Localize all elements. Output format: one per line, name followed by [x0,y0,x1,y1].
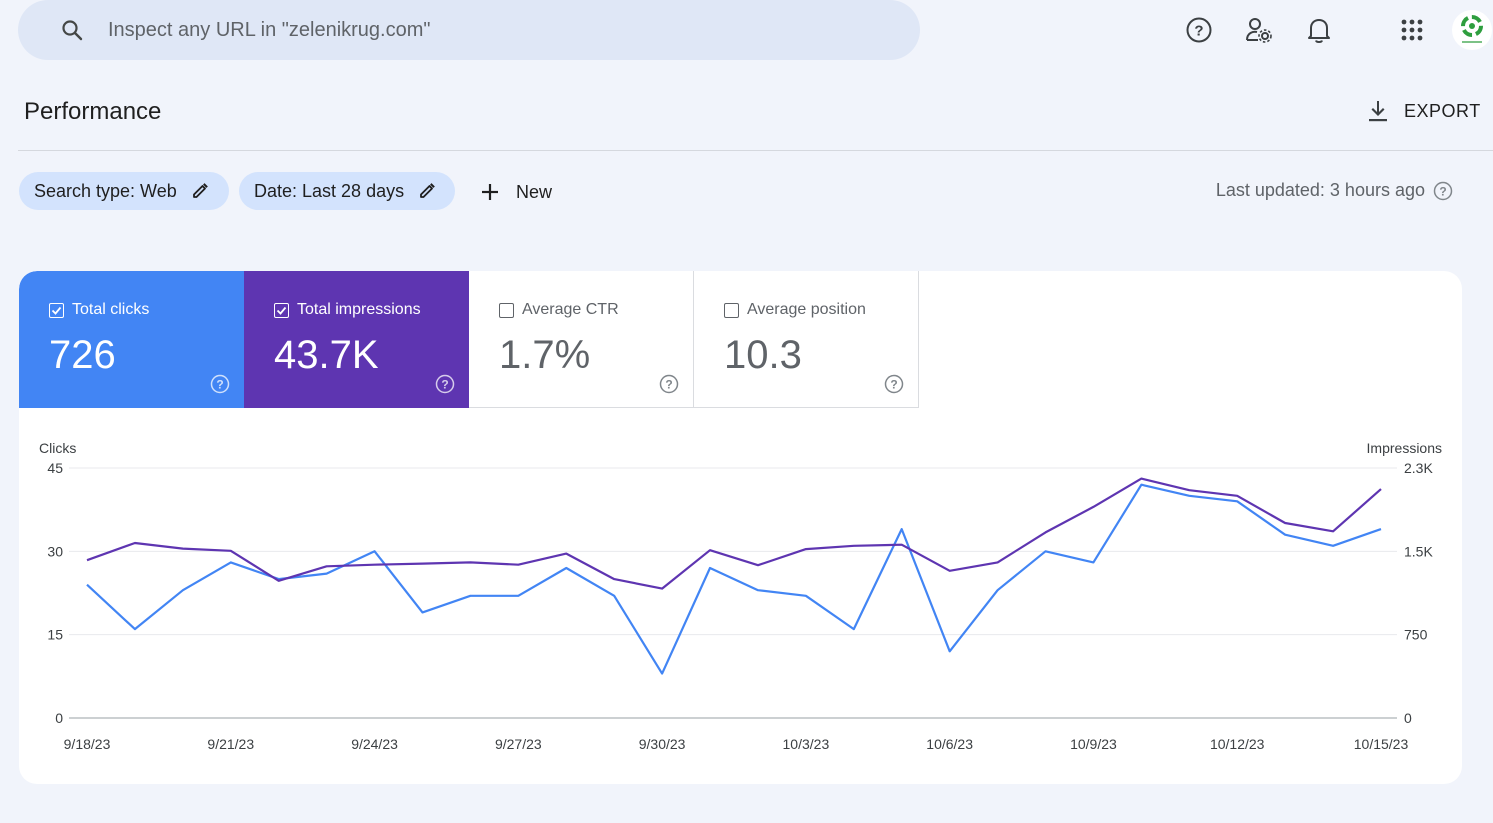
last-updated-text: Last updated: 3 hours ago [1215,180,1425,200]
metric-total-impressions[interactable]: Total impressions 43.7K ? [244,271,469,408]
search-icon [62,20,83,41]
left-tick-label: 30 [47,543,63,559]
metric-total-clicks[interactable]: Total clicks 726 ? [19,271,244,408]
right-tick-label: 1.5K [1404,543,1433,559]
header-divider [18,150,1493,151]
svg-text:?: ? [890,378,897,392]
left-axis-ticks: 0 15 30 45 [47,460,63,726]
metric-label: Average position [747,301,866,318]
apps-grid-icon[interactable] [1396,14,1428,46]
checkbox-checked-icon[interactable] [49,302,64,318]
metric-label: Total clicks [72,301,150,318]
x-tick-label: 10/15/23 [1354,736,1409,752]
left-tick-label: 0 [55,710,63,726]
x-tick-label: 9/21/23 [207,736,254,752]
help-icon[interactable]: ? [1183,14,1215,46]
date-filter-chip[interactable]: Date: Last 28 days [239,172,455,210]
page-title: Performance [24,98,162,125]
x-tick-label: 10/6/23 [926,736,973,752]
edit-pencil-icon [192,183,208,198]
left-axis-title: Clicks [39,440,76,456]
left-tick-label: 45 [47,460,63,476]
right-axis-ticks: 0 750 1.5K 2.3K [1404,460,1433,726]
metric-value: 726 [49,333,116,377]
help-icon[interactable]: ? [659,374,679,394]
plus-icon [482,184,498,200]
right-tick-label: 750 [1404,627,1428,643]
metric-label: Average CTR [522,301,619,318]
search-type-label: Search type: Web [34,180,177,201]
checkbox-checked-icon[interactable] [274,302,289,318]
x-tick-label: 9/30/23 [639,736,686,752]
export-label: EXPORT [1404,100,1481,121]
clicks-series-line [86,483,1382,675]
svg-text:?: ? [665,378,672,392]
metric-average-position[interactable]: Average position 10.3 ? [694,271,919,408]
new-filter-label: New [516,181,553,202]
download-icon [1369,101,1387,122]
metric-value: 10.3 [724,333,802,377]
new-filter-button[interactable]: New [480,174,552,210]
help-icon[interactable]: ? [1433,181,1453,201]
x-tick-label: 9/27/23 [495,736,542,752]
chart-grid [69,467,1397,719]
right-tick-label: 0 [1404,710,1412,726]
x-axis-ticks: 9/18/23 9/21/23 9/24/23 9/27/23 9/30/23 10/3/… [64,736,1409,752]
x-tick-label: 9/24/23 [351,736,398,752]
metric-value: 43.7K [274,333,379,377]
svg-text:?: ? [216,378,223,392]
site-avatar[interactable] [1452,10,1492,50]
help-icon[interactable]: ? [884,374,904,394]
performance-card: Total clicks 726 ? Total impressions 43.… [19,271,1462,784]
metric-average-ctr[interactable]: Average CTR 1.7% ? [469,271,694,408]
manage-users-icon[interactable] [1243,14,1275,46]
last-updated: Last updated: 3 hours ago ? [1216,180,1453,201]
svg-text:?: ? [1194,23,1203,40]
url-inspect-search-bar[interactable] [18,0,920,60]
svg-text:?: ? [441,378,448,392]
checkbox-unchecked-icon[interactable] [724,302,739,318]
right-tick-label: 2.3K [1404,460,1433,476]
checkbox-unchecked-icon[interactable] [499,302,514,318]
search-type-filter-chip[interactable]: Search type: Web [19,172,229,210]
notifications-icon[interactable] [1303,14,1335,46]
x-tick-label: 10/12/23 [1210,736,1265,752]
x-tick-label: 9/18/23 [64,736,111,752]
help-icon[interactable]: ? [210,374,230,394]
metric-value: 1.7% [499,333,591,377]
help-icon[interactable]: ? [435,374,455,394]
chart-series [86,477,1382,675]
x-tick-label: 10/3/23 [783,736,830,752]
impressions-series-line [86,477,1382,590]
left-tick-label: 15 [47,627,63,643]
date-filter-label: Date: Last 28 days [254,180,405,201]
edit-pencil-icon [420,183,435,198]
right-axis-title: Impressions [1367,440,1442,456]
export-button[interactable]: EXPORT [1366,96,1481,126]
x-tick-label: 10/9/23 [1070,736,1117,752]
metric-label: Total impressions [297,301,421,318]
url-inspect-input[interactable] [108,18,868,42]
svg-text:?: ? [1439,184,1446,198]
